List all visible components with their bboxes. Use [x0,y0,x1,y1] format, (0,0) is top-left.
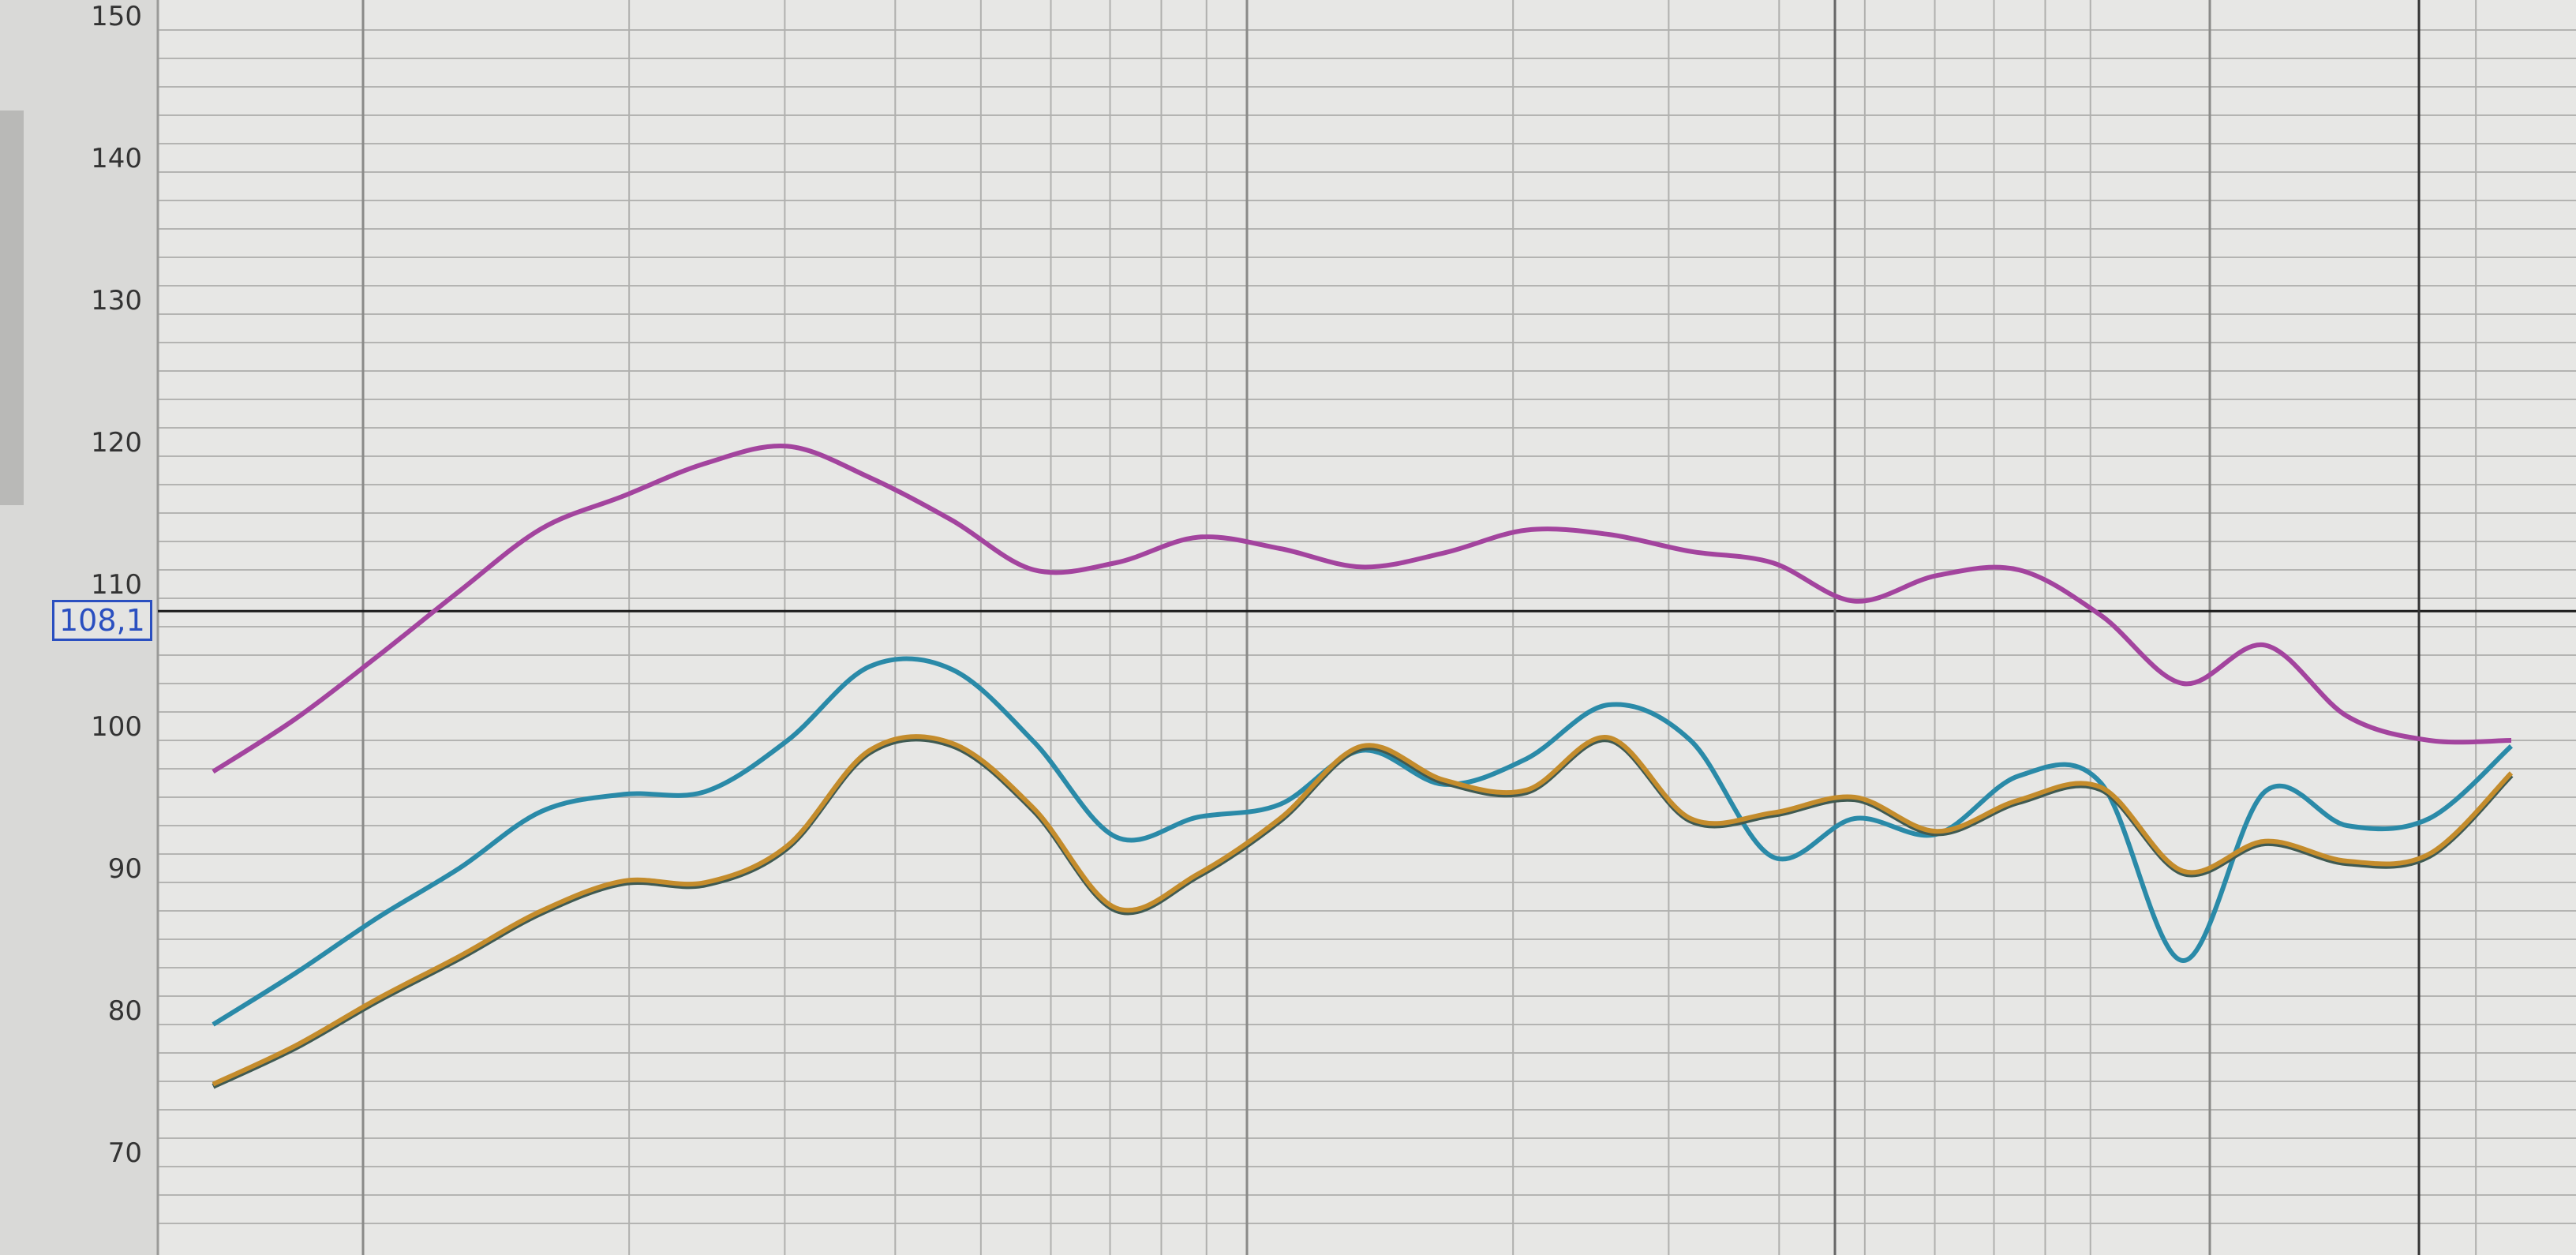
y-tick-label: 110 [91,569,142,601]
y-tick-label: 120 [91,427,142,459]
y-tick-label: 70 [108,1137,142,1169]
y-tick-label: 80 [108,995,142,1027]
y-tick-label: 100 [91,711,142,743]
y-tick-label: 130 [91,285,142,317]
y-tick-label: 150 [91,1,142,32]
y-tick-label: 90 [108,853,142,885]
cursor-value-label: 108,1 [52,600,152,641]
y-tick-label: 140 [91,143,142,174]
side-panel-edge [0,111,24,505]
series-line-1 [212,656,2513,1027]
